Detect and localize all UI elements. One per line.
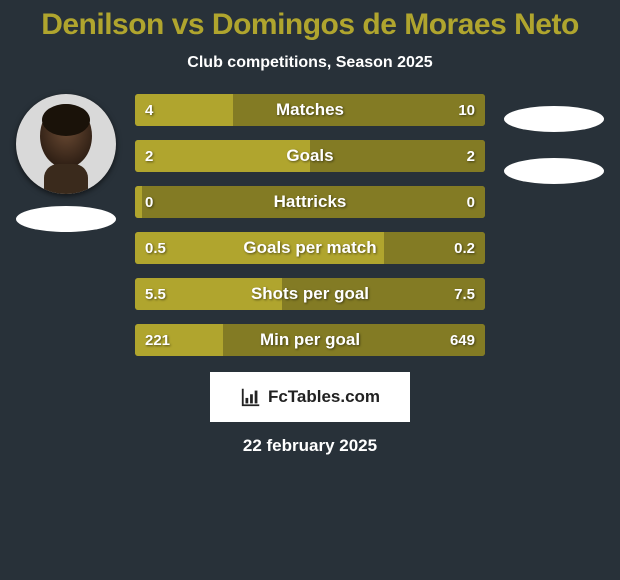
- stat-label: Matches: [135, 94, 485, 126]
- stat-label: Shots per goal: [135, 278, 485, 310]
- stat-row: 221649Min per goal: [135, 324, 485, 356]
- stat-row: 5.57.5Shots per goal: [135, 278, 485, 310]
- comparison-subtitle: Club competitions, Season 2025: [0, 54, 620, 72]
- stat-row: 0.50.2Goals per match: [135, 232, 485, 264]
- comparison-body: 410Matches 22Goals 00Hattricks 0.50.2Goals …: [0, 94, 620, 356]
- player-left-flag-ellipse: [16, 206, 116, 232]
- stat-label: Goals: [135, 140, 485, 172]
- player-right-flag-ellipse-2: [504, 158, 604, 184]
- stat-bars: 410Matches 22Goals 00Hattricks 0.50.2Goals …: [135, 94, 485, 356]
- stat-label: Goals per match: [135, 232, 485, 264]
- watermark-text: FcTables.com: [268, 387, 380, 407]
- chart-icon: [240, 386, 262, 408]
- player-right-column: [499, 94, 609, 184]
- player-right-flag-ellipse-1: [504, 106, 604, 132]
- avatar-placeholder-icon: [16, 94, 116, 194]
- stat-row: 22Goals: [135, 140, 485, 172]
- stat-row: 410Matches: [135, 94, 485, 126]
- comparison-date: 22 february 2025: [0, 436, 620, 456]
- stat-label: Min per goal: [135, 324, 485, 356]
- player-left-column: [11, 94, 121, 232]
- watermark: FcTables.com: [210, 372, 410, 422]
- player-left-avatar: [16, 94, 116, 194]
- stat-row: 00Hattricks: [135, 186, 485, 218]
- comparison-title: Denilson vs Domingos de Moraes Neto: [0, 0, 620, 42]
- stat-label: Hattricks: [135, 186, 485, 218]
